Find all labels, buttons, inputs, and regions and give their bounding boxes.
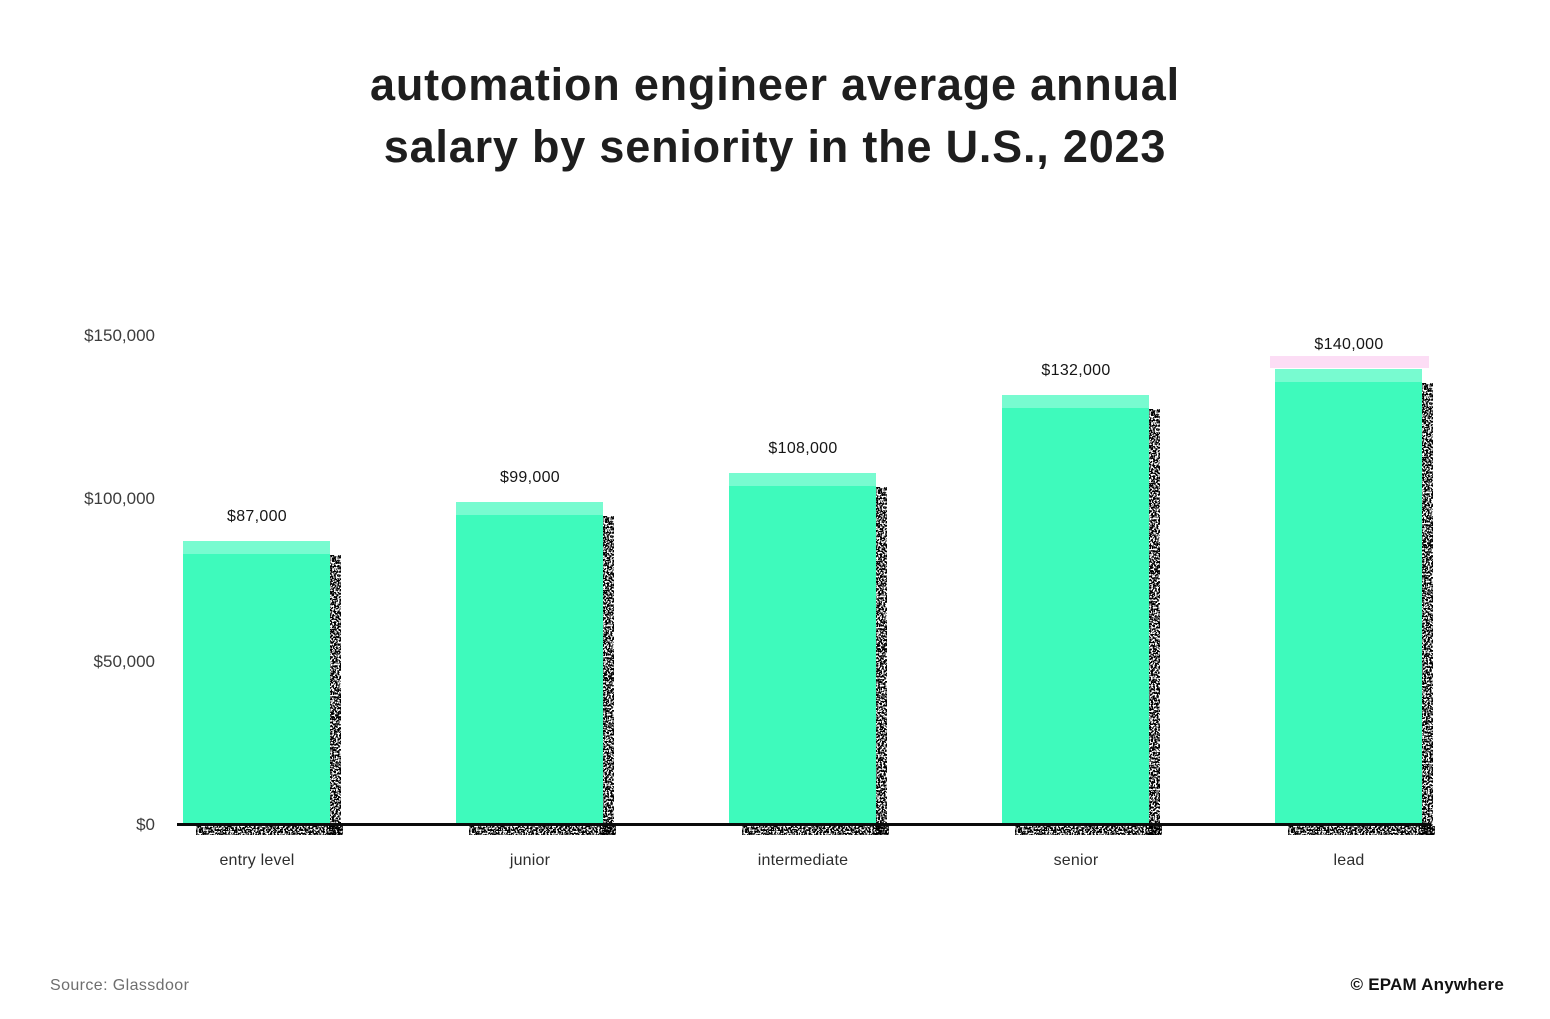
x-axis-label-senior: senior xyxy=(1053,852,1099,869)
chart-title-line2: salary by seniority in the U.S., 2023 xyxy=(383,121,1167,172)
chart-title: automation engineer average annual salar… xyxy=(0,54,1550,178)
bar-value-label: $108,000 xyxy=(768,439,838,457)
bar-shadow-right xyxy=(875,486,887,835)
chart-title-line1: automation engineer average annual xyxy=(370,59,1180,110)
bar-shadow-bottom xyxy=(1288,826,1435,835)
brand-credit: © EPAM Anywhere xyxy=(1350,975,1504,994)
y-tick-label: $0 xyxy=(136,815,155,834)
y-tick-label: $150,000 xyxy=(84,326,155,345)
bar-shadow-right xyxy=(1421,382,1433,835)
bar-value-label: $132,000 xyxy=(1041,361,1111,379)
bar-value-label: $87,000 xyxy=(227,508,287,526)
y-tick-label: $50,000 xyxy=(93,652,155,671)
bar-lead xyxy=(1275,368,1422,825)
bar-shadow-right xyxy=(1148,408,1160,835)
bar-shadow-bottom xyxy=(469,826,616,835)
bar-intermediate xyxy=(729,472,876,825)
pink-highlight-band xyxy=(1270,355,1429,368)
x-axis-label-intermediate: intermediate xyxy=(757,852,849,869)
x-axis-label-lead: lead xyxy=(1333,852,1365,869)
bar-value-label: $99,000 xyxy=(500,469,560,487)
bar-shadow-bottom xyxy=(1015,826,1162,835)
bar-senior xyxy=(1002,394,1149,825)
x-axis-line xyxy=(177,823,1430,826)
bar-entry-level xyxy=(183,541,330,825)
source-note: Source: Glassdoor xyxy=(50,977,190,994)
bar-shadow-bottom xyxy=(196,826,343,835)
bar-value-label: $140,000 xyxy=(1314,335,1384,353)
bar-junior xyxy=(456,502,603,825)
bar-shadow-right xyxy=(602,516,614,835)
x-axis-label-entry-level: entry level xyxy=(219,852,295,869)
bar-shadow-bottom xyxy=(742,826,889,835)
x-axis-label-junior: junior xyxy=(509,852,551,869)
y-tick-label: $100,000 xyxy=(84,489,155,508)
bar-shadow-right xyxy=(329,555,341,835)
